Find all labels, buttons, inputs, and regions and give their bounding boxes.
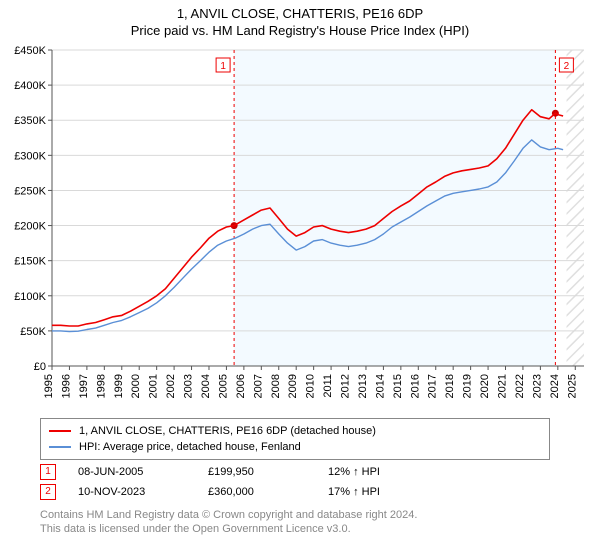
marker-index-box: 2	[40, 484, 56, 500]
svg-text:2022: 2022	[514, 374, 526, 398]
svg-text:£300K: £300K	[14, 150, 46, 162]
marker-row: 1 08-JUN-2005 £199,950 12% ↑ HPI	[40, 462, 560, 482]
marker-pct: 17% ↑ HPI	[328, 486, 428, 498]
svg-text:2003: 2003	[183, 374, 195, 398]
svg-text:1: 1	[220, 61, 226, 72]
svg-text:£0: £0	[34, 361, 46, 373]
marker-pct: 12% ↑ HPI	[328, 466, 428, 478]
svg-text:2017: 2017	[427, 374, 439, 398]
legend-swatch	[49, 430, 71, 432]
svg-text:2014: 2014	[374, 374, 386, 398]
marker-date: 10-NOV-2023	[78, 486, 208, 498]
svg-text:2004: 2004	[200, 374, 212, 398]
svg-text:£100K: £100K	[14, 291, 46, 303]
marker-date: 08-JUN-2005	[78, 466, 208, 478]
legend-label: HPI: Average price, detached house, Fenl…	[79, 439, 301, 455]
chart-svg: £0 £50K £100K £150K £200K £250K £300K £350K £400…	[0, 44, 600, 414]
marker-price: £360,000	[208, 486, 328, 498]
svg-text:2012: 2012	[340, 374, 352, 398]
svg-text:1995: 1995	[43, 374, 55, 398]
svg-text:£450K: £450K	[14, 45, 46, 57]
legend-item: 1, ANVIL CLOSE, CHATTERIS, PE16 6DP (det…	[49, 423, 541, 439]
svg-text:2011: 2011	[322, 374, 334, 398]
legend: 1, ANVIL CLOSE, CHATTERIS, PE16 6DP (det…	[40, 418, 550, 460]
svg-text:2010: 2010	[305, 374, 317, 398]
attribution: Contains HM Land Registry data © Crown c…	[40, 508, 560, 536]
legend-label: 1, ANVIL CLOSE, CHATTERIS, PE16 6DP (det…	[79, 423, 376, 439]
svg-text:£400K: £400K	[14, 80, 46, 92]
svg-text:2007: 2007	[252, 374, 264, 398]
svg-text:2005: 2005	[217, 374, 229, 398]
marker-row: 2 10-NOV-2023 £360,000 17% ↑ HPI	[40, 482, 560, 502]
svg-text:2024: 2024	[549, 374, 561, 398]
marker-table: 1 08-JUN-2005 £199,950 12% ↑ HPI 2 10-NO…	[40, 462, 560, 502]
svg-text:2: 2	[564, 61, 570, 72]
svg-text:2019: 2019	[462, 374, 474, 398]
svg-text:2016: 2016	[409, 374, 421, 398]
attribution-line: Contains HM Land Registry data © Crown c…	[40, 508, 560, 522]
chart-title: 1, ANVIL CLOSE, CHATTERIS, PE16 6DP	[0, 0, 600, 21]
svg-text:2008: 2008	[270, 374, 282, 398]
marker-index-box: 1	[40, 464, 56, 480]
chart-area: £0 £50K £100K £150K £200K £250K £300K £350K £400…	[0, 44, 600, 414]
svg-text:2020: 2020	[479, 374, 491, 398]
svg-text:2021: 2021	[497, 374, 509, 398]
svg-text:2013: 2013	[357, 374, 369, 398]
svg-text:1998: 1998	[95, 374, 107, 398]
svg-text:£350K: £350K	[14, 115, 46, 127]
svg-text:2006: 2006	[235, 374, 247, 398]
svg-text:2009: 2009	[287, 374, 299, 398]
marker-price: £199,950	[208, 466, 328, 478]
legend-swatch	[49, 446, 71, 448]
svg-text:2023: 2023	[531, 374, 543, 398]
chart-container: 1, ANVIL CLOSE, CHATTERIS, PE16 6DP Pric…	[0, 0, 600, 560]
svg-text:2001: 2001	[148, 374, 160, 398]
svg-text:1997: 1997	[78, 374, 90, 398]
attribution-line: This data is licensed under the Open Gov…	[40, 522, 560, 536]
chart-subtitle: Price paid vs. HM Land Registry's House …	[0, 21, 600, 42]
svg-text:£150K: £150K	[14, 256, 46, 268]
svg-text:1999: 1999	[113, 374, 125, 398]
svg-text:2025: 2025	[566, 374, 578, 398]
svg-text:£50K: £50K	[20, 326, 46, 338]
svg-text:2000: 2000	[130, 374, 142, 398]
svg-text:1996: 1996	[60, 374, 72, 398]
svg-text:2018: 2018	[444, 374, 456, 398]
legend-item: HPI: Average price, detached house, Fenl…	[49, 439, 541, 455]
svg-text:2002: 2002	[165, 374, 177, 398]
svg-text:£200K: £200K	[14, 221, 46, 233]
svg-text:£250K: £250K	[14, 185, 46, 197]
svg-text:2015: 2015	[392, 374, 404, 398]
